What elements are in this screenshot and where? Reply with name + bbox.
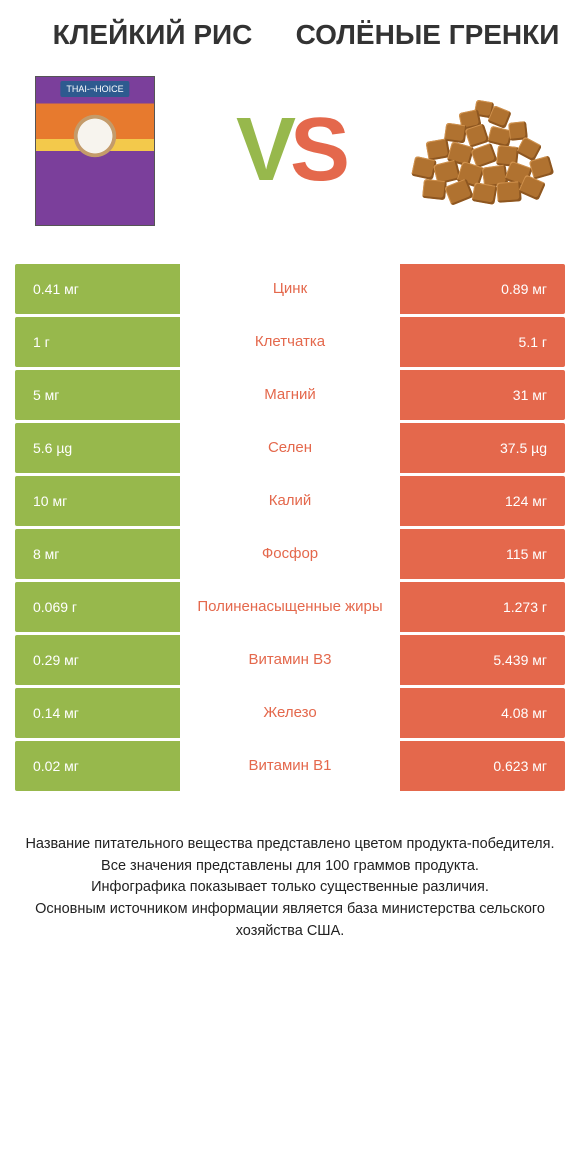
left-value: 5 мг [15,370,180,420]
footer-line: Название питательного вещества представл… [19,834,561,856]
table-row: 8 мгФосфор115 мг [15,529,565,579]
right-value: 0.623 мг [400,741,565,791]
left-title: Клейкий рис [15,20,290,51]
header-row: Клейкий рис Солёные гренки [15,20,565,51]
right-product-image [405,71,565,231]
right-value: 115 мг [400,529,565,579]
table-row: 0.29 мгВитамин B35.439 мг [15,635,565,685]
nutrient-label: Магний [180,370,400,420]
vs-label: VS [185,99,395,202]
nutrient-label: Цинк [180,264,400,314]
table-row: 0.41 мгЦинк0.89 мг [15,264,565,314]
nutrient-label: Полиненасыщенные жиры [180,582,400,632]
rice-package-icon [35,76,155,226]
footer-line: Все значения представлены для 100 граммо… [19,856,561,878]
right-value: 31 мг [400,370,565,420]
right-value: 37.5 µg [400,423,565,473]
table-row: 5 мгМагний31 мг [15,370,565,420]
table-row: 0.069 гПолиненасыщенные жиры1.273 г [15,582,565,632]
left-value: 0.02 мг [15,741,180,791]
footer-line: Инфографика показывает только существенн… [19,877,561,899]
left-product-image [15,71,175,231]
right-value: 5.439 мг [400,635,565,685]
image-row: VS [15,71,565,231]
right-value: 124 мг [400,476,565,526]
left-value: 0.14 мг [15,688,180,738]
nutrition-table: 0.41 мгЦинк0.89 мг1 гКлетчатка5.1 г5 мгМ… [15,261,565,794]
left-value: 0.29 мг [15,635,180,685]
right-value: 1.273 г [400,582,565,632]
left-value: 0.41 мг [15,264,180,314]
nutrient-label: Клетчатка [180,317,400,367]
table-row: 1 гКлетчатка5.1 г [15,317,565,367]
nutrient-label: Селен [180,423,400,473]
nutrient-label: Калий [180,476,400,526]
croutons-pile-icon [405,96,565,206]
crouton-piece [422,179,447,200]
table-row: 5.6 µgСелен37.5 µg [15,423,565,473]
table-row: 0.02 мгВитамин B10.623 мг [15,741,565,791]
right-value: 0.89 мг [400,264,565,314]
right-title: Солёные гренки [290,20,565,51]
table-row: 10 мгКалий124 мг [15,476,565,526]
left-value: 8 мг [15,529,180,579]
nutrient-label: Витамин B3 [180,635,400,685]
left-value: 5.6 µg [15,423,180,473]
left-value: 1 г [15,317,180,367]
table-row: 0.14 мгЖелезо4.08 мг [15,688,565,738]
crouton-piece [496,181,521,203]
infographic-root: Клейкий рис Солёные гренки VS 0.41 мгЦин… [0,0,580,973]
nutrient-label: Витамин B1 [180,741,400,791]
nutrient-label: Фосфор [180,529,400,579]
crouton-piece [472,182,498,205]
footer-line: Основным источником информации является … [19,899,561,943]
right-value: 5.1 г [400,317,565,367]
right-value: 4.08 мг [400,688,565,738]
footer-notes: Название питательного вещества представл… [15,834,565,943]
left-value: 10 мг [15,476,180,526]
left-value: 0.069 г [15,582,180,632]
nutrient-label: Железо [180,688,400,738]
